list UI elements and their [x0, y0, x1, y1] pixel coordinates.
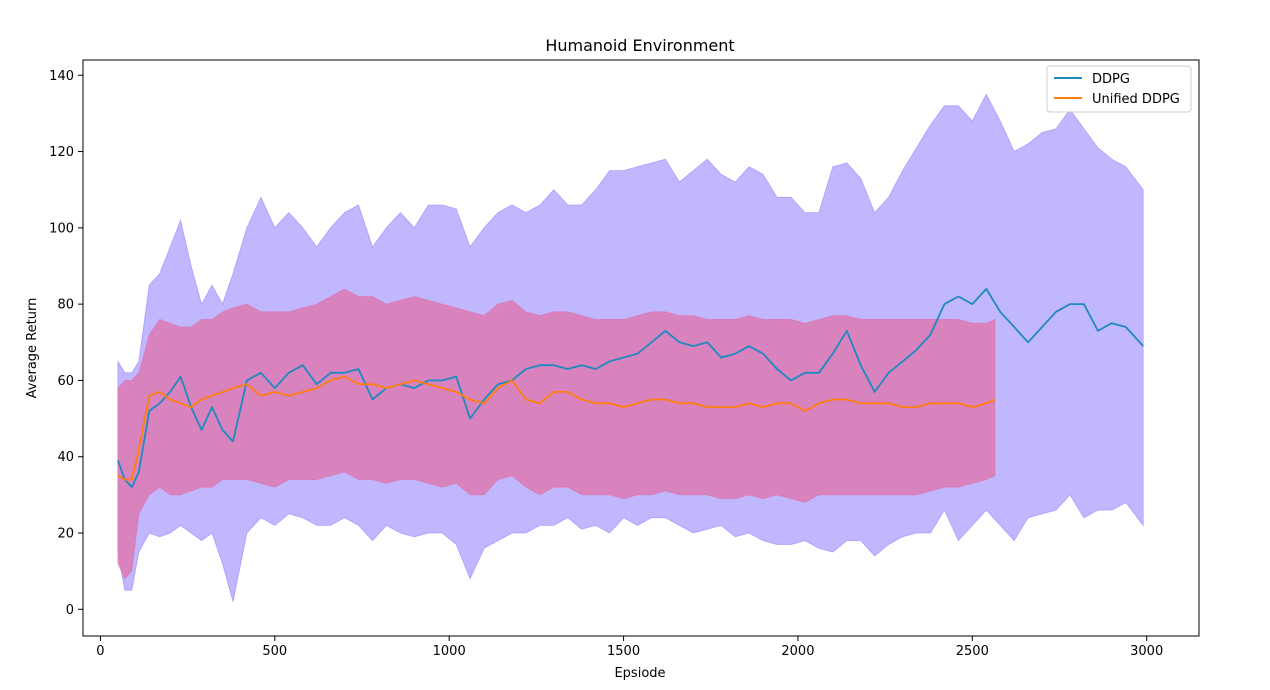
plot-frame [82, 59, 1200, 637]
axis-ticks: 0 500 1000 1500 2000 2500 3000 0 20 40 60 80 100 120 1… [49, 69, 1163, 659]
x-tick-label: 2500 [956, 644, 989, 659]
x-axis-label: Epsiode [614, 666, 665, 681]
y-tick-label: 40 [57, 450, 74, 465]
x-tick-label: 500 [262, 644, 287, 659]
x-tick-label: 3000 [1130, 644, 1163, 659]
x-tick-label: 0 [96, 644, 104, 659]
band-unified-ddpg [117, 288, 996, 580]
legend-box [1046, 65, 1192, 113]
y-axis-label: Average Return [25, 298, 40, 399]
y-tick-label: 100 [49, 221, 74, 236]
y-tick-label: 120 [49, 145, 74, 160]
y-tick-label: 0 [66, 603, 74, 618]
series-line-ddpg [117, 287, 1144, 489]
x-tick-label: 1000 [433, 644, 466, 659]
legend-label-unified-ddpg: Unified DDPG [1092, 92, 1180, 107]
series-line-unified-ddpg [117, 375, 996, 481]
y-tick-label: 20 [57, 527, 74, 542]
x-tick-label: 1500 [607, 644, 640, 659]
y-tick-label: 80 [57, 298, 74, 313]
legend: DDPG Unified DDPG [1046, 65, 1192, 113]
plot-area [117, 93, 1144, 602]
chart-title: Humanoid Environment [545, 36, 734, 55]
y-tick-label: 140 [49, 69, 74, 84]
x-tick-label: 2000 [781, 644, 814, 659]
legend-label-ddpg: DDPG [1092, 72, 1130, 87]
y-tick-label: 60 [57, 374, 74, 389]
